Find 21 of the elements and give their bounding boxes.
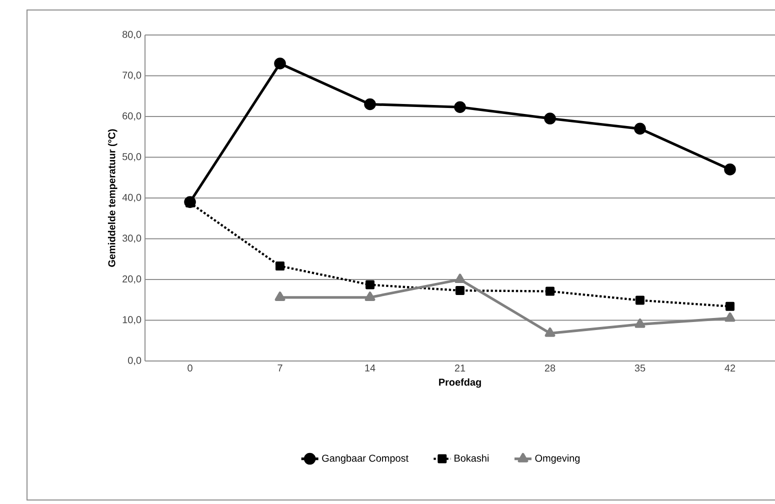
y-tick-label: 80,0 [122,30,142,40]
x-tick-label: 7 [278,364,282,372]
y-tick-label: 60,0 [122,112,142,121]
x-axis-title: Proefdag [439,378,481,388]
x-tick-label: 35 [634,364,646,372]
x-tick-label: 42 [724,364,736,372]
y-tick-label: 10,0 [122,316,142,324]
legend-label: Bokashi [454,454,489,462]
y-tick-label: 40,0 [122,194,142,202]
x-tick-label: 21 [454,364,466,372]
y-tick-label: 20,0 [122,275,142,284]
y-axis-title: Gemiddelde temperatuur (°C) [108,129,118,267]
y-tick-label: 70,0 [122,72,142,80]
legend-label: Omgeving [535,454,580,464]
y-tick-label: 30,0 [122,234,142,243]
legend-label: Gangbaar Compost [322,454,408,464]
x-tick-label: 14 [365,364,376,372]
y-tick-label: 50,0 [122,153,142,162]
y-tick-label: 0,0 [128,356,142,366]
x-tick-label: 0 [188,364,192,372]
x-tick-label: 28 [544,364,556,372]
